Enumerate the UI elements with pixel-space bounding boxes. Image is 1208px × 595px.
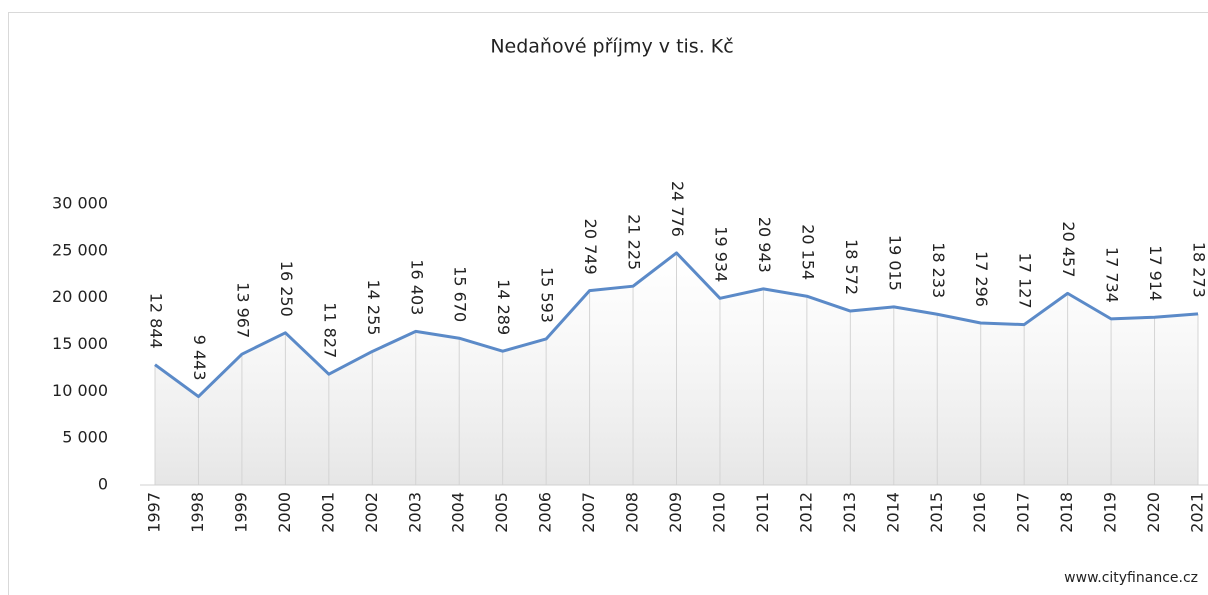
data-label: 19 015 bbox=[885, 235, 904, 291]
data-label: 20 943 bbox=[755, 217, 774, 273]
x-tick-label: 2005 bbox=[492, 492, 511, 533]
x-tick-label: 2007 bbox=[579, 492, 598, 533]
x-tick-label: 2016 bbox=[970, 492, 989, 533]
data-label: 17 296 bbox=[972, 251, 991, 307]
y-tick-label: 0 bbox=[98, 475, 108, 494]
data-label: 12 844 bbox=[147, 293, 166, 349]
x-tick-label: 2015 bbox=[927, 492, 946, 533]
data-label: 18 572 bbox=[842, 239, 861, 295]
x-tick-label: 2020 bbox=[1144, 492, 1163, 533]
x-tick-label: 2006 bbox=[536, 492, 555, 533]
x-tick-label: 1998 bbox=[188, 492, 207, 533]
x-tick-label: 2008 bbox=[623, 492, 642, 533]
x-tick-label: 2002 bbox=[362, 492, 381, 533]
x-tick-label: 2017 bbox=[1014, 492, 1033, 533]
x-tick-label: 1997 bbox=[145, 492, 164, 533]
y-tick-label: 30 000 bbox=[52, 194, 108, 213]
y-tick-label: 5 000 bbox=[62, 428, 108, 447]
x-tick-label: 2001 bbox=[318, 492, 337, 533]
data-label: 14 289 bbox=[494, 279, 513, 335]
x-tick-label: 2003 bbox=[405, 492, 424, 533]
y-tick-label: 10 000 bbox=[52, 381, 108, 400]
chart-title: Nedaňové příjmy v tis. Kč bbox=[490, 36, 733, 58]
data-label: 24 776 bbox=[668, 181, 687, 237]
data-label: 21 225 bbox=[625, 214, 644, 270]
line bbox=[154, 251, 1199, 399]
data-label: 19 934 bbox=[711, 226, 730, 282]
data-label: 20 154 bbox=[798, 224, 817, 280]
data-label: 18 273 bbox=[1190, 242, 1208, 298]
x-tick-label: 2013 bbox=[840, 492, 859, 533]
y-tick-label: 25 000 bbox=[52, 240, 108, 259]
x-tick-label: 2010 bbox=[709, 492, 728, 533]
data-label: 17 914 bbox=[1146, 245, 1165, 301]
x-tick-label: 2004 bbox=[449, 492, 468, 533]
x-tick-label: 2018 bbox=[1057, 492, 1076, 533]
data-label: 15 670 bbox=[451, 266, 470, 322]
x-tick-label: 2014 bbox=[883, 492, 902, 533]
data-label: 17 127 bbox=[1016, 253, 1035, 309]
data-label: 18 233 bbox=[929, 242, 948, 298]
data-label: 20 749 bbox=[581, 219, 600, 275]
data-label: 16 250 bbox=[277, 261, 296, 317]
x-tick-label: 2012 bbox=[796, 492, 815, 533]
data-label: 16 403 bbox=[407, 259, 426, 315]
x-tick-label: 2009 bbox=[666, 492, 685, 533]
x-tick-label: 2021 bbox=[1188, 492, 1207, 533]
x-tick-label: 2019 bbox=[1101, 492, 1120, 533]
y-tick-label: 20 000 bbox=[52, 287, 108, 306]
data-label: 15 593 bbox=[538, 267, 557, 323]
data-label: 11 827 bbox=[320, 302, 339, 358]
data-label: 13 967 bbox=[233, 282, 252, 338]
data-label: 14 255 bbox=[364, 279, 383, 335]
data-label: 17 734 bbox=[1103, 247, 1122, 303]
y-tick-label: 15 000 bbox=[52, 334, 108, 353]
source: www.cityfinance.cz bbox=[1064, 570, 1198, 586]
data-label: 9 443 bbox=[190, 335, 209, 381]
x-tick-label: 2011 bbox=[753, 492, 772, 533]
x-tick-label: 2000 bbox=[275, 492, 294, 533]
data-label: 20 457 bbox=[1059, 221, 1078, 277]
x-tick-label: 1999 bbox=[231, 492, 250, 533]
